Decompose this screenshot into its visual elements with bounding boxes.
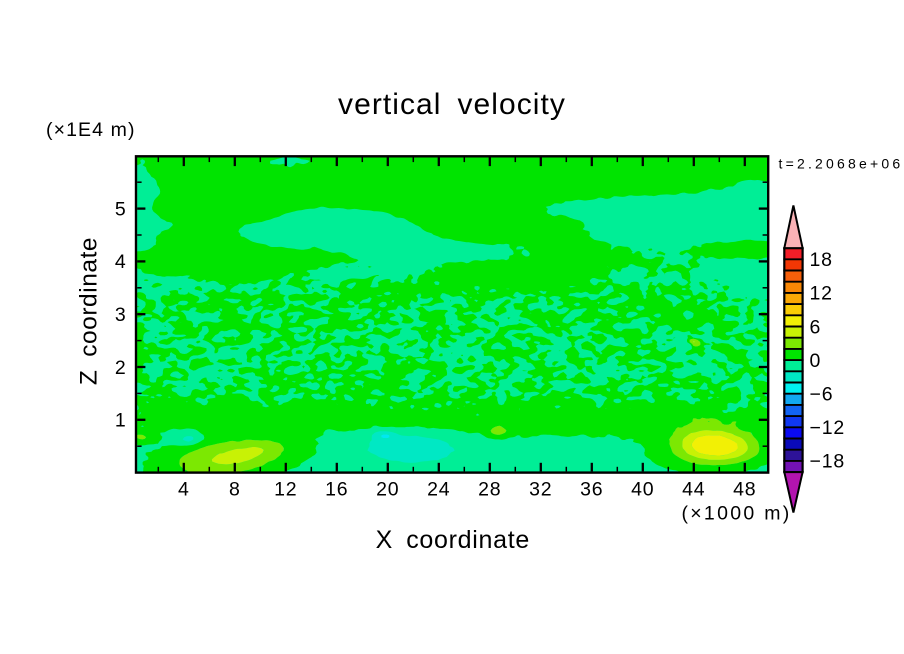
svg-text:48: 48 xyxy=(733,479,756,501)
svg-text:t=2.2068e+06: t=2.2068e+06 xyxy=(779,156,904,172)
svg-text:8: 8 xyxy=(229,479,241,501)
svg-text:32: 32 xyxy=(529,479,552,501)
svg-text:1: 1 xyxy=(115,410,127,432)
svg-text:(×1E4 m): (×1E4 m) xyxy=(46,119,136,141)
svg-text:0: 0 xyxy=(810,350,822,372)
svg-text:12: 12 xyxy=(274,479,297,501)
svg-text:−18: −18 xyxy=(810,451,845,473)
svg-text:36: 36 xyxy=(580,479,603,501)
svg-text:16: 16 xyxy=(325,479,348,501)
svg-text:X coordinate: X coordinate xyxy=(376,526,530,554)
svg-text:5: 5 xyxy=(115,198,127,220)
svg-text:40: 40 xyxy=(631,479,654,501)
svg-text:20: 20 xyxy=(376,479,399,501)
svg-text:2: 2 xyxy=(115,357,127,379)
svg-text:4: 4 xyxy=(115,251,127,273)
svg-text:6: 6 xyxy=(810,316,822,338)
svg-text:vertical velocity: vertical velocity xyxy=(338,88,566,121)
svg-text:4: 4 xyxy=(178,479,190,501)
svg-text:24: 24 xyxy=(427,479,450,501)
svg-text:12: 12 xyxy=(810,283,833,305)
svg-text:28: 28 xyxy=(478,479,501,501)
svg-text:Z coordinate: Z coordinate xyxy=(76,237,103,385)
svg-text:44: 44 xyxy=(682,479,705,501)
svg-text:−12: −12 xyxy=(810,417,845,439)
svg-text:−6: −6 xyxy=(810,384,834,406)
svg-text:18: 18 xyxy=(810,249,833,271)
svg-text:(×1000 m): (×1000 m) xyxy=(681,503,791,525)
svg-text:3: 3 xyxy=(115,304,127,326)
